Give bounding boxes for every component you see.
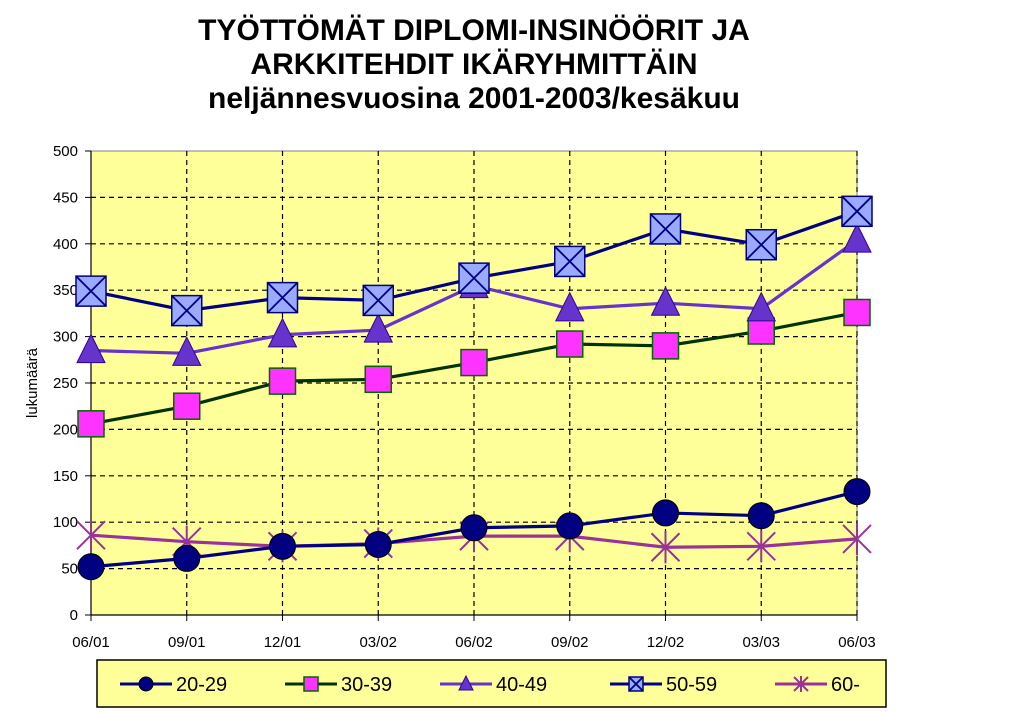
y-tick-label: 350	[53, 282, 78, 299]
data-point	[556, 512, 584, 540]
chart-title-line-3: neljännesvuosina 2001-2003/kesäkuu	[208, 82, 740, 115]
legend: 20-29 30-39 40-49 50-59 60-	[120, 674, 860, 696]
data-point	[171, 336, 202, 366]
chart-title: TYÖTTÖMÄT DIPLOMI-INSINÖÖRIT JA ARKKITEH…	[0, 14, 948, 116]
y-tick-label: 200	[53, 421, 78, 438]
x-tick-label: 03/02	[359, 634, 397, 651]
data-point-cross	[362, 284, 394, 317]
chart-title-line-2: ARKKITEHDIT IKÄRYHMITTÄIN	[250, 48, 698, 81]
data-point	[460, 514, 488, 542]
data-point	[652, 499, 679, 527]
data-point	[747, 317, 775, 345]
legend-label: 20-29	[176, 674, 227, 696]
y-tick-label: 150	[53, 468, 78, 485]
data-point	[268, 367, 297, 395]
gridlines	[91, 151, 858, 615]
y-tick-label: 450	[53, 189, 78, 206]
data-point	[460, 348, 488, 377]
data-point	[269, 532, 296, 560]
data-point	[651, 332, 680, 360]
x-tick-label: 09/01	[168, 634, 206, 651]
data-point-cross	[266, 281, 299, 314]
data-point	[746, 291, 777, 322]
data-point-cross	[649, 213, 682, 245]
data-point	[173, 392, 201, 420]
x-tick-label: 06/02	[455, 634, 493, 651]
y-tick-label: 400	[53, 236, 78, 253]
data-point-cross	[171, 294, 203, 327]
y-tick-label: 250	[53, 375, 78, 392]
legend-marker-cross	[628, 676, 644, 692]
data-point	[843, 478, 871, 506]
data-point	[76, 519, 106, 552]
legend-item-30-39: 30-39	[285, 674, 392, 696]
legend-item-20-29: 20-29	[120, 674, 227, 696]
legend-item-40-49: 40-49	[440, 674, 547, 696]
data-point	[77, 410, 105, 438]
data-point	[364, 530, 392, 558]
data-point	[650, 531, 681, 564]
y-axis-label: lukumäärä	[24, 347, 41, 418]
x-tick-label: 06/01	[72, 634, 110, 651]
legend-label: 60-	[831, 674, 860, 696]
data-point	[554, 291, 585, 322]
data-point-cross	[554, 245, 586, 278]
data-point-cross	[75, 275, 107, 307]
data-point	[556, 330, 584, 358]
x-tick-label: 12/02	[647, 634, 685, 651]
legend-item-60-: 60-	[775, 674, 860, 696]
data-point	[746, 530, 776, 563]
series-20-29	[77, 478, 871, 581]
x-tick-label: 09/02	[551, 634, 589, 651]
legend-marker	[303, 676, 319, 692]
series-layer	[75, 195, 873, 581]
legend-item-50-59: 50-59	[610, 674, 717, 696]
data-point	[842, 222, 872, 253]
y-tick-label: 100	[53, 514, 78, 531]
legend-marker	[458, 674, 474, 691]
legend-marker	[793, 675, 809, 693]
data-point	[842, 522, 872, 556]
y-tick-label: 0	[70, 607, 78, 624]
legend-marker	[138, 676, 154, 692]
legend-label: 50-59	[666, 674, 717, 696]
data-point	[76, 333, 106, 364]
data-point	[77, 553, 105, 581]
y-tick-label: 300	[53, 329, 78, 346]
series-30-39	[77, 298, 871, 438]
chart-title-line-1: TYÖTTÖMÄT DIPLOMI-INSINÖÖRIT JA	[198, 14, 750, 47]
tick-labels: 0 50 100 150 200 250 300 350 400 450 500 06/01 09/01…	[53, 143, 876, 651]
data-point-cross	[458, 262, 490, 294]
data-point	[650, 285, 681, 316]
data-point	[843, 298, 871, 327]
legend-label: 40-49	[496, 674, 547, 696]
data-point-cross	[841, 195, 873, 227]
data-point	[267, 317, 298, 348]
data-point-cross	[745, 229, 777, 261]
data-point	[173, 544, 201, 572]
data-point	[364, 365, 392, 394]
y-tick-label: 500	[53, 143, 78, 160]
data-point	[363, 312, 394, 343]
series-50-59	[75, 195, 873, 327]
x-tick-label: 12/01	[264, 634, 302, 651]
y-tick-label: 50	[61, 561, 78, 578]
x-tick-label: 06/03	[838, 634, 876, 651]
data-point	[747, 502, 775, 530]
legend-label: 30-39	[341, 674, 392, 696]
x-tick-label: 03/03	[742, 634, 780, 651]
